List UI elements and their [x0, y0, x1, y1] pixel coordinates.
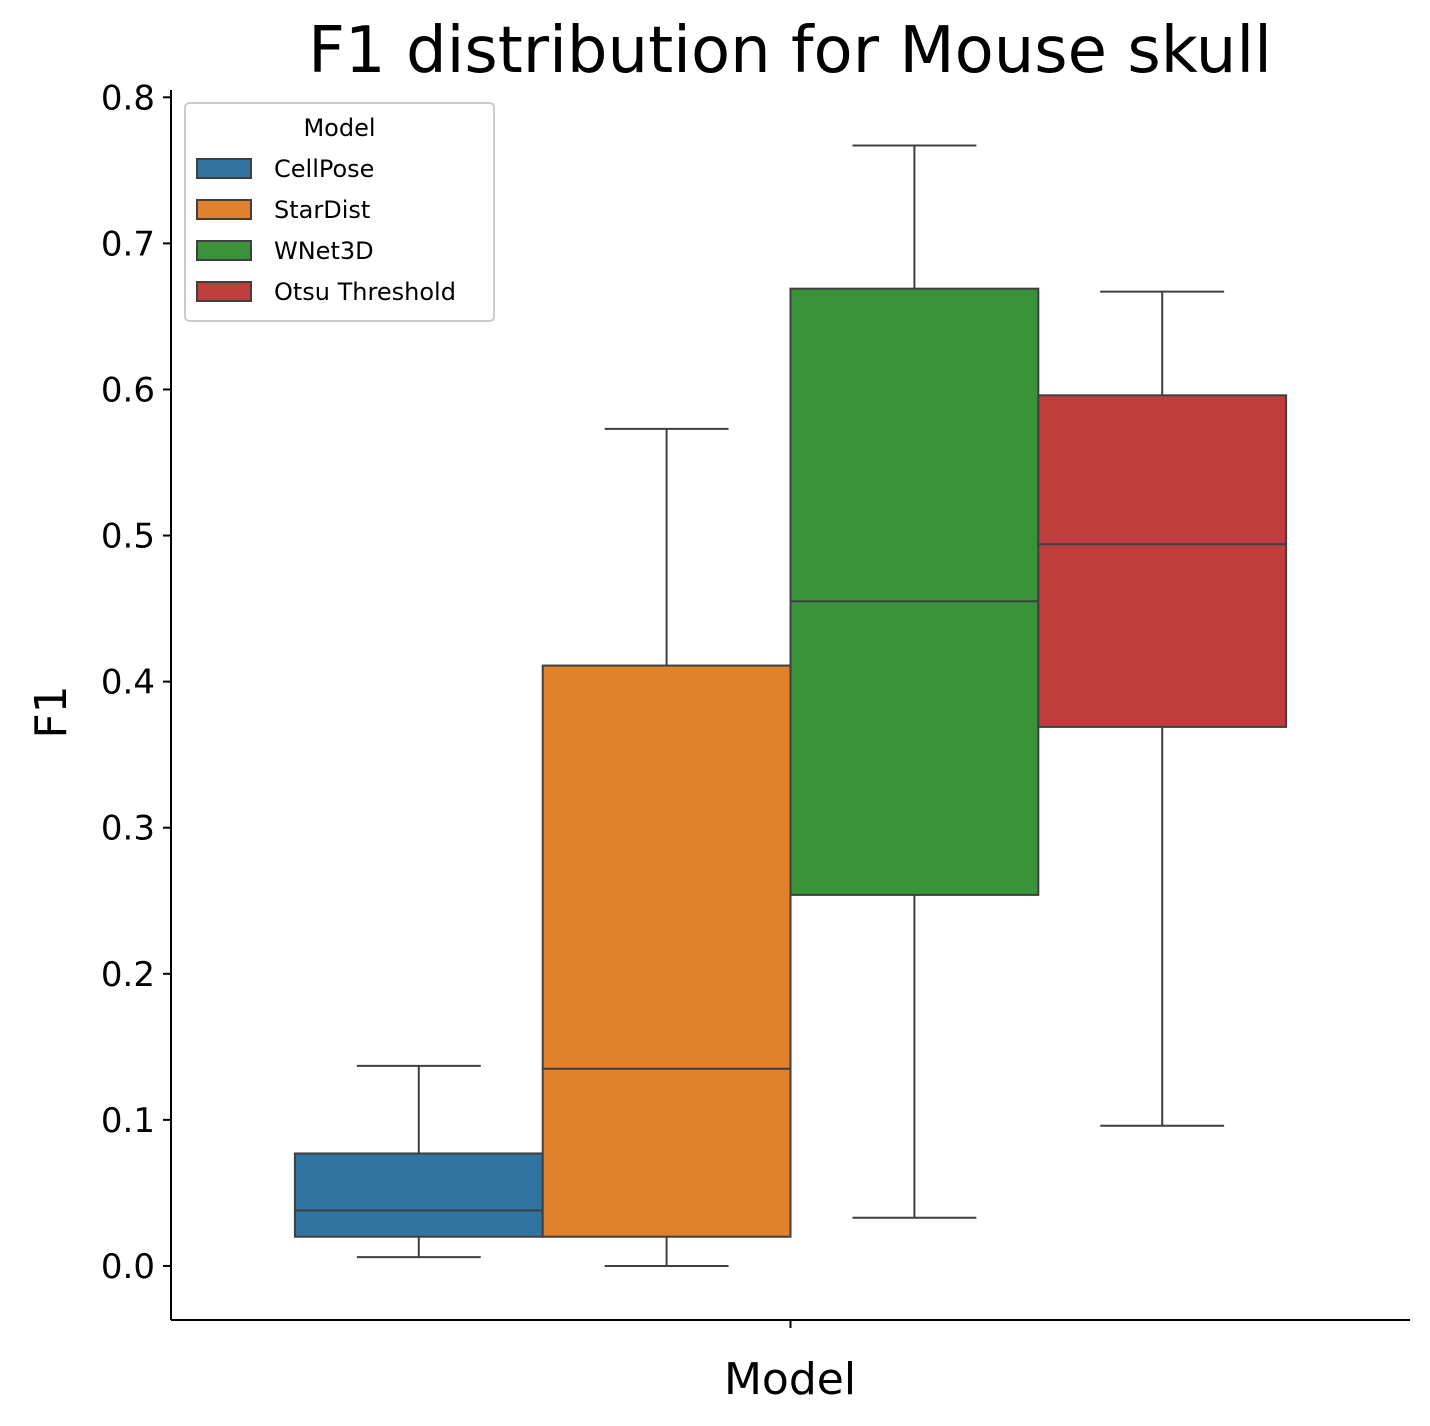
legend-title: Model	[303, 114, 375, 142]
y-tick-label: 0.4	[101, 663, 155, 703]
legend-swatch	[196, 199, 252, 220]
legend-swatch	[196, 158, 252, 179]
box-stardist	[541, 427, 792, 1267]
y-tick-label: 0.6	[101, 370, 155, 410]
y-tick-label: 0.3	[101, 809, 155, 849]
x-axis-label: Model	[724, 1354, 856, 1405]
iqr-box	[1037, 394, 1288, 728]
legend-label: StarDist	[274, 196, 370, 224]
y-tick-label: 0.1	[101, 1101, 155, 1141]
y-tick-label: 0.0	[101, 1247, 155, 1287]
legend-label: Otsu Threshold	[274, 278, 456, 306]
box-wnet3d	[789, 144, 1040, 1219]
legend: Model CellPose StarDist WNet3D Otsu Threshol…	[184, 102, 495, 322]
legend-swatch	[196, 281, 252, 302]
legend-label: WNet3D	[274, 237, 374, 265]
y-tick-label: 0.5	[101, 517, 155, 557]
iqr-box	[293, 1152, 544, 1238]
x-axis	[171, 1319, 1410, 1328]
legend-swatch	[196, 240, 252, 261]
y-tick-label: 0.7	[101, 224, 155, 264]
box-cellpose	[293, 1064, 544, 1259]
iqr-box	[541, 664, 792, 1238]
y-tick-label: 0.2	[101, 955, 155, 995]
plot-area	[293, 144, 1288, 1267]
iqr-box	[789, 287, 1040, 896]
y-tick-label: 0.8	[101, 78, 155, 118]
y-axis-label: F1	[26, 685, 77, 738]
legend-frame	[184, 102, 495, 322]
y-axis: 0.0 0.1 0.2 0.3 0.4 0.5 0.6 0.7 0.8	[101, 78, 172, 1320]
box-otsu-threshold	[1037, 290, 1288, 1127]
chart-title: F1 distribution for Mouse skull	[308, 14, 1272, 88]
legend-label: CellPose	[274, 155, 374, 183]
